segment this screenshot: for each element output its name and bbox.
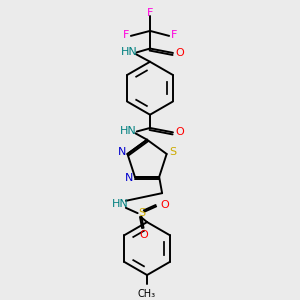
Text: N: N	[125, 173, 133, 183]
Text: N: N	[117, 148, 126, 158]
Text: O: O	[175, 48, 184, 58]
Text: O: O	[139, 230, 148, 240]
Text: F: F	[171, 30, 178, 40]
Text: HN: HN	[121, 47, 138, 57]
Text: HN: HN	[112, 199, 128, 209]
Text: S: S	[169, 148, 177, 158]
Text: F: F	[147, 8, 153, 18]
Text: O: O	[175, 128, 184, 137]
Text: HN: HN	[120, 127, 136, 136]
Text: S: S	[138, 208, 145, 218]
Text: O: O	[160, 200, 169, 210]
Text: F: F	[122, 30, 129, 40]
Text: CH₃: CH₃	[138, 289, 156, 299]
